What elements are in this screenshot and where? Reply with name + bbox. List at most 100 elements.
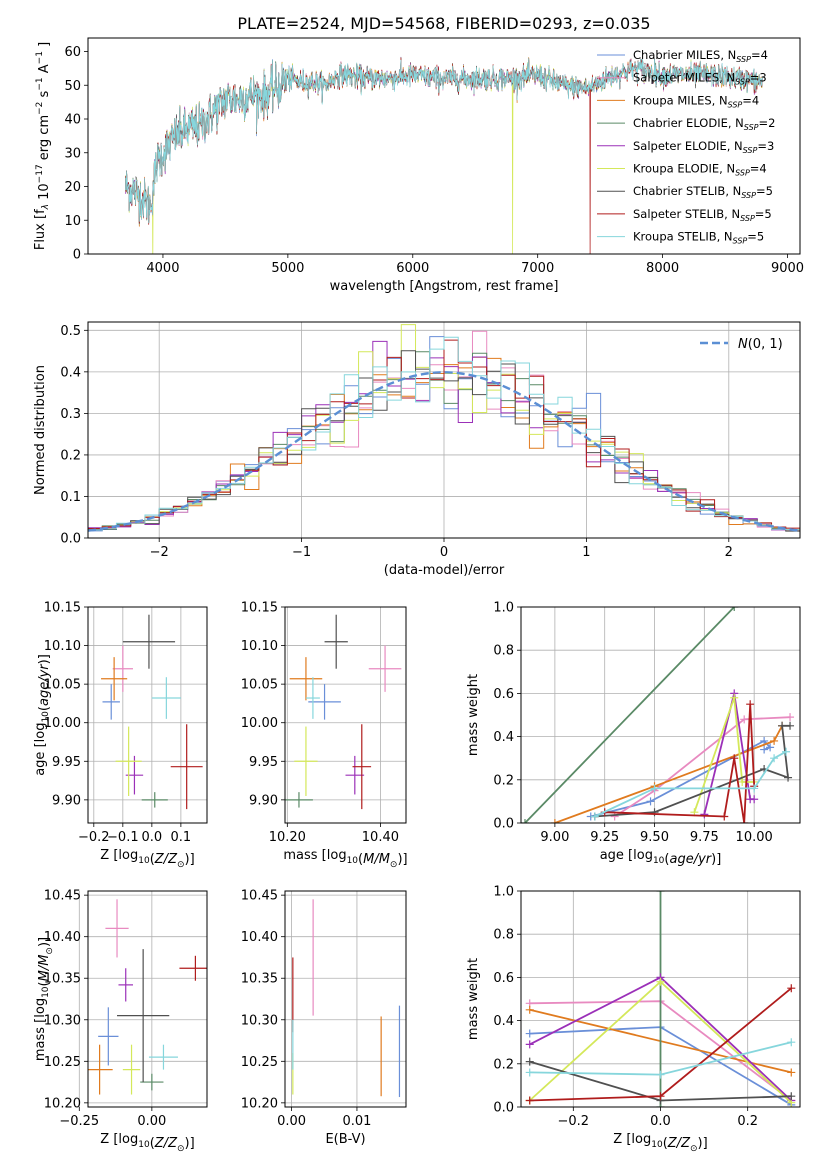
- x-tick-label: 0.1: [171, 830, 192, 845]
- weight-marker-salpeter-stelib: [720, 812, 729, 821]
- residual-histogram-panel: −2 −1 0 1 2 0.0 0.1 0.2 0.3 0.4 0.5 (data-model)/er…: [33, 321, 801, 578]
- y-tick-label: 10.25: [44, 1055, 81, 1070]
- y-tick-label: 1.0: [493, 601, 514, 616]
- y-tick-label: 10.00: [44, 716, 81, 731]
- age_vs_Z-y-label: age [log10(age/yr)]: [33, 654, 52, 776]
- weight-line-salpeter-stelib: [604, 704, 756, 823]
- x-tick-label: 1: [582, 545, 590, 560]
- errorbar-salpeter-stelib: [352, 724, 372, 810]
- age-vs-mass-panel: 10.20 10.40 9.90 9.95 10.00 10.05 10.10 10.15 ma…: [241, 601, 408, 871]
- y-tick-label: 10.15: [44, 601, 81, 616]
- y-tick-label: 50: [64, 79, 81, 94]
- residuals-x-label: (data-model)/error: [384, 563, 505, 578]
- weight-marker-chabrier-miles: [760, 736, 769, 745]
- errorbar-kroupa-miles: [101, 657, 128, 701]
- x-tick-label: 9.50: [640, 830, 669, 845]
- legend-label-kroupa-stelib: Kroupa STELIB, NSSP=5: [633, 230, 764, 246]
- x-tick-label: 10.20: [269, 830, 306, 845]
- y-tick-label: 10.25: [241, 1055, 278, 1070]
- y-tick-label: 0.6: [493, 687, 514, 702]
- errorbar-salpeter-elodie: [118, 968, 133, 1002]
- errorbar-salpeter-miles: [112, 645, 133, 692]
- weight-marker-kroupa-stelib: [787, 1038, 796, 1047]
- errorbar-chabrier-miles: [308, 684, 341, 720]
- weight_vs_age-x-label: age [log10(age/yr)]: [600, 848, 722, 867]
- errorbar-chabrier-miles: [102, 684, 120, 720]
- y-tick-label: 10.45: [44, 889, 81, 904]
- errorbar-chabrier-miles: [98, 1007, 119, 1066]
- y-tick-label: 10.20: [44, 1096, 81, 1111]
- errorbar-kroupa-stelib: [151, 677, 181, 719]
- axes-frame: [87, 321, 801, 539]
- legend-label-chabrier-stelib: Chabrier STELIB, NSSP=5: [633, 184, 773, 200]
- x-tick-label: 0.0: [142, 830, 163, 845]
- y-tick-label: 9.90: [52, 793, 81, 808]
- y-tick-label: 10.35: [241, 972, 278, 987]
- weight-line-salpeter-miles: [614, 716, 791, 818]
- y-tick-label: 9.95: [249, 755, 278, 770]
- errorbar-kroupa-miles: [289, 657, 323, 701]
- x-tick-label: 9.75: [690, 830, 719, 845]
- weight-marker-chabrier-elodie: [521, 819, 529, 823]
- errorbar-chabrier-stelib: [122, 614, 176, 669]
- mass_vs_EBV-x-label: E(B-V): [325, 1132, 365, 1147]
- errorbar-kroupa-miles: [88, 1044, 113, 1095]
- y-tick-label: 0.5: [60, 324, 81, 339]
- y-tick-label: 0.4: [493, 730, 514, 745]
- x-tick-label: −0.25: [59, 1114, 99, 1129]
- age_vs_mass-x-label: mass [log10(M/M⊙)]: [283, 848, 407, 870]
- y-tick-label: 9.90: [249, 793, 278, 808]
- legend-label-kroupa-miles: Kroupa MILES, NSSP=4: [633, 93, 759, 109]
- errorbar-salpeter-miles: [105, 899, 129, 958]
- weight-marker-kroupa-stelib: [525, 1068, 534, 1077]
- weight-line-kroupa-miles: [554, 725, 783, 823]
- age-vs-metallicity-panel: −0.2−0.1 0.0 0.1 9.90 9.95 10.00 10.05 10.10 10.…: [33, 601, 208, 870]
- weight_vs_age-y-label: mass weight: [466, 674, 481, 756]
- weight_vs_Z-y-label: mass weight: [466, 958, 481, 1040]
- x-tick-label: 8000: [646, 261, 679, 276]
- x-tick-label: −1: [292, 545, 311, 560]
- weight-marker-kroupa-elodie: [730, 693, 739, 702]
- weight-marker-chabrier-stelib: [784, 773, 793, 782]
- weight-marker-kroupa-elodie: [656, 977, 665, 986]
- weight-marker-chabrier-stelib: [786, 721, 795, 730]
- histogram-kroupa-stelib: [88, 336, 800, 534]
- errorbar-salpeter-miles: [368, 645, 402, 692]
- y-tick-label: 40: [64, 113, 81, 128]
- x-tick-label: 6000: [396, 261, 429, 276]
- weight-marker-salpeter-stelib: [730, 754, 739, 763]
- errorbar-chabrier-elodie: [285, 792, 313, 808]
- legend-label-kroupa-elodie: Kroupa ELODIE, NSSP=4: [633, 162, 767, 178]
- weight-marker-kroupa-miles: [770, 736, 779, 745]
- axes-frame: [284, 890, 407, 1108]
- y-tick-label: 20: [64, 180, 81, 195]
- errorbar-kroupa-elodie: [294, 726, 318, 796]
- weight-marker-salpeter-stelib: [746, 700, 755, 709]
- weight-marker-chabrier-elodie: [656, 891, 665, 895]
- errorbar-kroupa-elodie: [115, 726, 142, 796]
- mass-vs-extinction-panel: 0.00 0.01 10.20 10.25 10.30 10.35 10.40 10.45 E(…: [241, 889, 407, 1147]
- y-tick-label: 0.2: [60, 448, 81, 463]
- weight-marker-salpeter-miles: [786, 713, 795, 722]
- y-tick-label: 10.05: [241, 678, 278, 693]
- errorbar-chabrier-stelib: [324, 614, 348, 669]
- errorbar-kroupa-stelib: [305, 677, 320, 719]
- errorbar-salpeter-elodie: [345, 755, 365, 795]
- weight-marker-salpeter-elodie: [700, 810, 709, 819]
- x-tick-label: −0.2: [558, 1114, 590, 1129]
- weight-marker-chabrier-miles: [646, 797, 655, 806]
- x-tick-label: 4000: [146, 261, 179, 276]
- weight-marker-salpeter-elodie: [750, 795, 759, 804]
- axes-frame: [87, 890, 208, 1108]
- weight-marker-kroupa-stelib: [750, 784, 759, 793]
- y-tick-label: 10.30: [44, 1013, 81, 1028]
- age_vs_Z-x-label: Z [log10(Z/Z⊙)]: [100, 848, 194, 870]
- axes-frame: [284, 606, 407, 824]
- weight-marker-chabrier-stelib: [787, 1092, 796, 1101]
- spectrum-line-kroupa-stelib: [125, 58, 763, 224]
- errorbar-chabrier-stelib: [117, 949, 170, 1083]
- weight-marker-kroupa-miles: [787, 1068, 796, 1077]
- y-tick-label: 0.1: [60, 490, 81, 505]
- weight-marker-chabrier-miles: [766, 743, 775, 752]
